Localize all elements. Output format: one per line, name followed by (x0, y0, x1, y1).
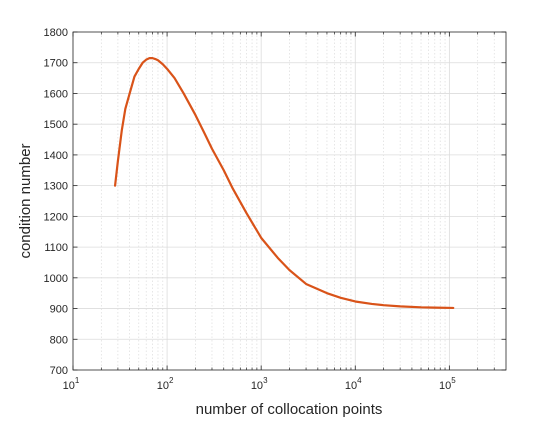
y-tick-label: 1700 (44, 58, 68, 70)
y-tick-label: 1400 (44, 150, 68, 162)
x-tick-label: 102 (157, 376, 174, 392)
y-tick-label: 1000 (44, 273, 68, 285)
y-tick-labels: 700 800 900 1000 1100 1200 1300 1400 1500 1600 170… (44, 27, 68, 377)
series-layer (113, 57, 455, 310)
minor-grid (100, 32, 495, 370)
y-tick-label: 700 (50, 365, 68, 377)
y-tick-label: 1500 (44, 119, 68, 131)
series-line-1 (113, 57, 455, 310)
y-tick-label: 1600 (44, 88, 68, 100)
y-tick-label: 900 (50, 304, 68, 316)
x-tick-label: 101 (63, 376, 80, 392)
y-tick-label: 1800 (44, 27, 68, 39)
x-tick-labels: 101 102 103 104 105 (63, 376, 457, 392)
x-tick-label: 104 (345, 376, 362, 392)
x-tick-label: 105 (439, 376, 456, 392)
y-tick-label: 800 (50, 334, 68, 346)
x-axis-label: number of collocation points (196, 401, 383, 418)
y-tick-label: 1300 (44, 181, 68, 193)
y-axis-label: condition number (17, 143, 34, 258)
y-tick-label: 1200 (44, 211, 68, 223)
tick-marks (72, 31, 506, 371)
y-tick-label: 1100 (44, 242, 68, 254)
x-tick-label: 103 (251, 376, 268, 392)
